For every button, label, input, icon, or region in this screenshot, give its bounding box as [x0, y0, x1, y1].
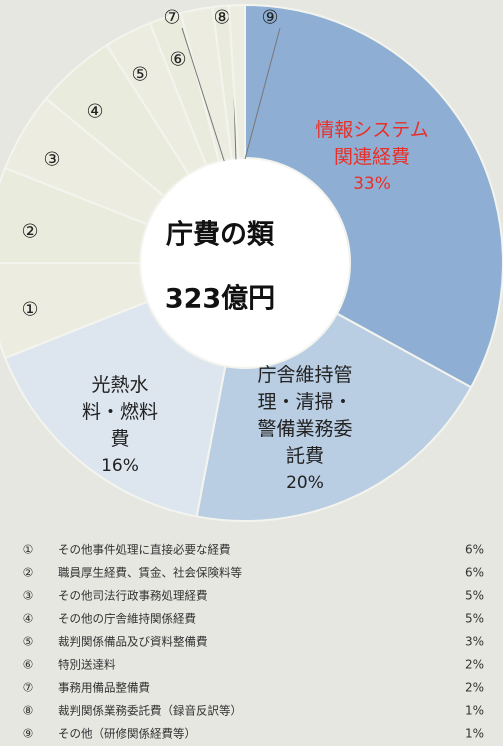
legend-value: 1%: [465, 704, 484, 718]
legend-number: ⑨: [23, 727, 34, 741]
legend-value: 5%: [465, 612, 484, 626]
legend-text: その他事件処理に直接必要な経費: [58, 543, 231, 557]
wedge: [195, 312, 473, 522]
legend-value: 1%: [465, 727, 484, 741]
leader-line: [241, 27, 281, 171]
wedge: [244, 3, 503, 389]
wedge-number: ⑥: [169, 49, 186, 71]
wedge-number: ④: [86, 101, 103, 123]
center-amount: 323億円: [165, 284, 275, 315]
legend-text: その他（研修関係経費等）: [58, 727, 196, 741]
wedge-label: 光熱水料・燃料費: [82, 374, 158, 450]
legend-number: ④: [23, 612, 34, 626]
wedge: [0, 262, 149, 360]
legend-text: その他司法行政事務処理経費: [58, 589, 208, 603]
legend-text: 職員厚生経費、賃金、社会保険料等: [58, 566, 242, 580]
legend-number: ⑤: [23, 635, 34, 649]
legend-value: 6%: [465, 566, 484, 580]
wedge-number: ①: [21, 299, 38, 321]
legend-number: ⑧: [23, 704, 34, 718]
legend-number: ②: [23, 566, 34, 580]
legend-text: 事務用備品整備費: [58, 681, 150, 695]
wedge: [3, 300, 227, 518]
wedge-number: ③: [43, 149, 60, 171]
wedge-value-label: 16%: [101, 456, 139, 476]
legend-value: 2%: [465, 658, 484, 672]
legend-text: 裁判関係業務委託費（録音反訳等）: [58, 704, 242, 718]
wedge-number: ⑨: [261, 7, 278, 29]
legend-text: その他の庁舎維持関係経費: [58, 612, 196, 626]
wedge-label: 情報システム関連経費: [315, 119, 428, 168]
wedge-label: 庁舎維持管理・清掃・警備業務委託費: [257, 364, 352, 467]
legend-number: ①: [23, 543, 34, 557]
wedge-value-label: 20%: [286, 473, 324, 493]
legend-number: ③: [23, 589, 34, 603]
wedge-number: ⑧: [213, 7, 230, 29]
wedge-number: ⑦: [163, 7, 180, 29]
legend-text: 特別送達料: [58, 658, 116, 672]
leader-line: [181, 27, 229, 172]
wedge-number: ⑤: [131, 64, 148, 86]
legend-number: ⑥: [23, 658, 34, 672]
legend-value: 3%: [465, 635, 484, 649]
donut-hole: [141, 159, 349, 367]
legend-text: 裁判関係備品及び資料整備費: [58, 635, 208, 649]
center-title: 庁費の類: [166, 219, 275, 251]
legend-value: 2%: [465, 681, 484, 695]
legend-number: ⑦: [23, 681, 34, 695]
wedge-value-label: 33%: [353, 174, 391, 194]
legend-value: 6%: [465, 543, 484, 557]
wedge-number: ②: [21, 221, 38, 243]
legend-value: 5%: [465, 589, 484, 603]
